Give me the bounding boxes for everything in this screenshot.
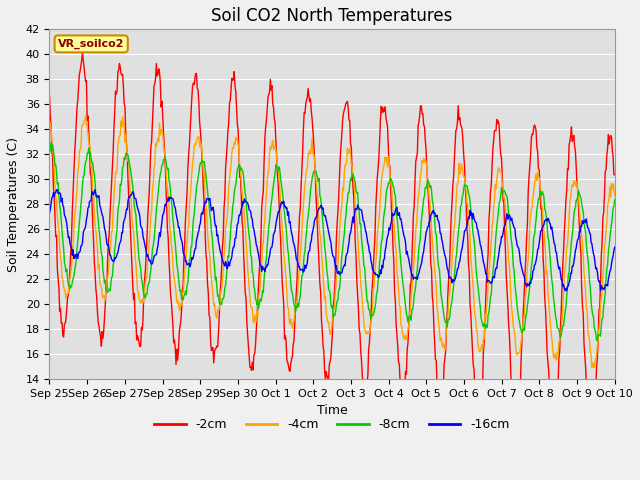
Title: Soil CO2 North Temperatures: Soil CO2 North Temperatures — [211, 7, 452, 25]
Text: VR_soilco2: VR_soilco2 — [58, 39, 124, 49]
Y-axis label: Soil Temperatures (C): Soil Temperatures (C) — [7, 137, 20, 272]
X-axis label: Time: Time — [317, 405, 348, 418]
Legend: -2cm, -4cm, -8cm, -16cm: -2cm, -4cm, -8cm, -16cm — [150, 413, 515, 436]
